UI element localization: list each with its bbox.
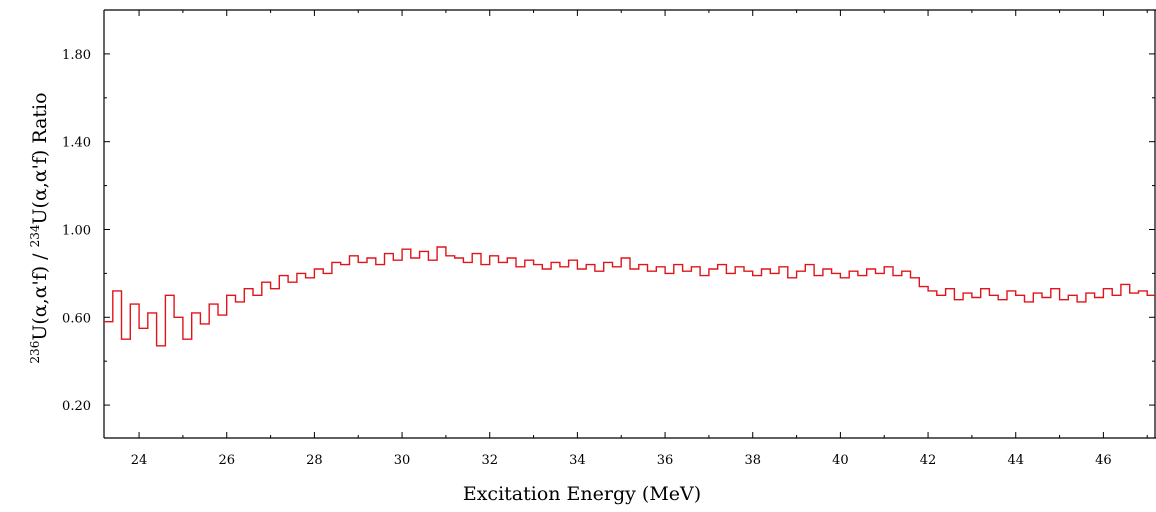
y-axis-label-sup2: 234: [28, 224, 42, 247]
x-tick-label: 24: [131, 453, 148, 468]
x-tick-label: 46: [1095, 453, 1112, 468]
x-tick-label: 26: [218, 453, 235, 468]
y-tick-label: 0.60: [62, 311, 91, 326]
x-axis-label: Excitation Energy (MeV): [463, 483, 701, 505]
y-tick-label: 0.20: [62, 399, 91, 414]
y-axis-label: 236U(α,α'f) / 234U(α,α'f) Ratio: [28, 92, 51, 363]
y-axis-ticks: 0.20 0.60 1.00 1.40 1.80: [62, 48, 1155, 414]
y-tick-label: 1.00: [62, 223, 91, 238]
plot-frame: [103, 9, 1156, 439]
x-tick-label: 44: [1007, 453, 1024, 468]
y-tick-label: 1.40: [62, 136, 91, 151]
y-axis-label-part1: U(α,α'f) /: [29, 247, 51, 340]
x-tick-label: 42: [920, 453, 937, 468]
y-axis-label-part2: U(α,α'f) Ratio: [29, 92, 51, 224]
x-tick-label: 28: [306, 453, 323, 468]
x-tick-label: 32: [481, 453, 498, 468]
x-tick-label: 36: [657, 453, 674, 468]
x-tick-label: 38: [744, 453, 761, 468]
x-tick-label: 34: [569, 453, 586, 468]
y-axis-label-sup1: 236: [28, 341, 42, 364]
x-tick-label: 30: [394, 453, 411, 468]
series-layer: [104, 246, 1155, 347]
series-line: [104, 246, 1155, 347]
x-tick-label: 40: [832, 453, 849, 468]
y-tick-label: 1.80: [62, 48, 91, 63]
x-axis-ticks: 24 26 28 30 32 34 36 38 40 42 44 46: [131, 10, 1148, 468]
